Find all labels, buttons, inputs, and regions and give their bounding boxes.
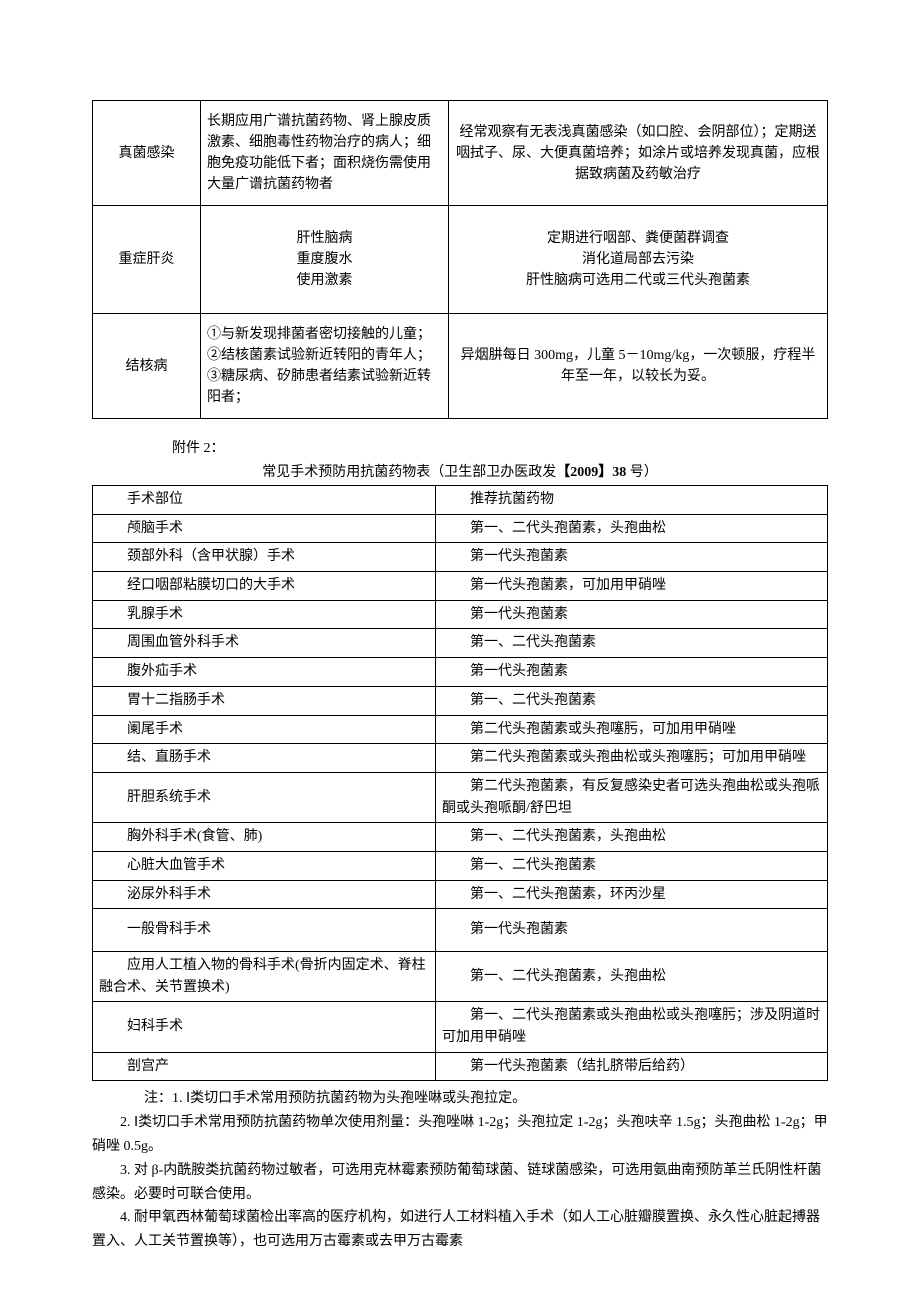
table-row: 剖宫产第一代头孢菌素（结扎脐带后给药） [93,1052,828,1081]
cell-site: 阑尾手术 [93,715,436,744]
table2-title-suffix: 号） [626,465,658,480]
cell-drug: 第一代头孢菌素 [436,909,828,952]
table-row: 结、直肠手术第二代头孢菌素或头孢曲松或头孢噻肟；可加用甲硝唑 [93,744,828,773]
table-row: 颅脑手术第一、二代头孢菌素，头孢曲松 [93,514,828,543]
cell-indication: ①与新发现排菌者密切接触的儿童；②结核菌素试验新近转阳的青年人；③糖尿病、矽肺患… [201,314,449,419]
table-row: 应用人工植入物的骨科手术(骨折内固定术、脊柱融合术、关节置换术)第一、二代头孢菌… [93,952,828,1002]
cell-indication: 长期应用广谱抗菌药物、肾上腺皮质激素、细胞毒性药物治疗的病人；细胞免疫功能低下者… [201,101,449,206]
cell-site: 妇科手术 [93,1002,436,1052]
cell-drug: 第二代头孢菌素或头孢噻肟，可加用甲硝唑 [436,715,828,744]
table-surgery-antibiotics: 手术部位 推荐抗菌药物 颅脑手术第一、二代头孢菌素，头孢曲松 颈部外科（含甲状腺… [92,485,828,1081]
cell-site: 结、直肠手术 [93,744,436,773]
cell-site: 心脏大血管手术 [93,851,436,880]
cell-drug: 第二代头孢菌素，有反复感染史者可选头孢曲松或头孢哌酮或头孢哌酮/舒巴坦 [436,772,828,822]
table-row: 结核病 ①与新发现排菌者密切接触的儿童；②结核菌素试验新近转阳的青年人；③糖尿病… [93,314,828,419]
table-row: 心脏大血管手术第一、二代头孢菌素 [93,851,828,880]
cell-drug: 第一、二代头孢菌素 [436,629,828,658]
table-row: 经口咽部粘膜切口的大手术第一代头孢菌素，可加用甲硝唑 [93,572,828,601]
cell-measure: 定期进行咽部、粪便菌群调查 消化道局部去污染 肝性脑病可选用二代或三代头孢菌素 [449,206,828,314]
attachment-label: 附件 2： [172,437,828,457]
table-row: 泌尿外科手术第一、二代头孢菌素，环丙沙星 [93,880,828,909]
cell-site: 颅脑手术 [93,514,436,543]
cell-site: 颈部外科（含甲状腺）手术 [93,543,436,572]
cell-disease: 真菌感染 [93,101,201,206]
cell-drug: 第一、二代头孢菌素或头孢曲松或头孢噻肟；涉及阴道时可加用甲硝唑 [436,1002,828,1052]
cell-site: 腹外疝手术 [93,658,436,687]
cell-site: 胸外科手术(食管、肺) [93,823,436,852]
cell-site: 周围血管外科手术 [93,629,436,658]
table-infection-prophylaxis: 真菌感染 长期应用广谱抗菌药物、肾上腺皮质激素、细胞毒性药物治疗的病人；细胞免疫… [92,100,828,419]
table-row: 重症肝炎 肝性脑病 重度腹水 使用激素 定期进行咽部、粪便菌群调查 消化道局部去… [93,206,828,314]
table2-title-bold: 【2009】38 [556,465,626,480]
table-row: 阑尾手术第二代头孢菌素或头孢噻肟，可加用甲硝唑 [93,715,828,744]
cell-drug: 第一、二代头孢菌素，环丙沙星 [436,880,828,909]
table-row: 腹外疝手术第一代头孢菌素 [93,658,828,687]
document-page: 真菌感染 长期应用广谱抗菌药物、肾上腺皮质激素、细胞毒性药物治疗的病人；细胞免疫… [0,0,920,1294]
table-row: 真菌感染 长期应用广谱抗菌药物、肾上腺皮质激素、细胞毒性药物治疗的病人；细胞免疫… [93,101,828,206]
cell-site: 剖宫产 [93,1052,436,1081]
cell-drug: 第一、二代头孢菌素 [436,851,828,880]
cell-drug: 第二代头孢菌素或头孢曲松或头孢噻肟；可加用甲硝唑 [436,744,828,773]
table-header-row: 手术部位 推荐抗菌药物 [93,486,828,515]
table2-title-prefix: 常见手术预防用抗菌药物表（卫生部卫办医政发 [262,465,556,480]
cell-indication: 肝性脑病 重度腹水 使用激素 [201,206,449,314]
table-row: 胃十二指肠手术第一、二代头孢菌素 [93,686,828,715]
cell-measure: 经常观察有无表浅真菌感染（如口腔、会阴部位）；定期送咽拭子、尿、大便真菌培养；如… [449,101,828,206]
cell-measure: 异烟肼每日 300mg，儿童 5－10mg/kg，一次顿服，疗程半年至一年，以较… [449,314,828,419]
cell-site: 应用人工植入物的骨科手术(骨折内固定术、脊柱融合术、关节置换术) [93,952,436,1002]
cell-drug: 第一代头孢菌素（结扎脐带后给药） [436,1052,828,1081]
note-line: 2. Ⅰ类切口手术常用预防抗菌药物单次使用剂量：头孢唑啉 1-2g；头孢拉定 1… [92,1111,828,1159]
note-line: 3. 对 β-内酰胺类抗菌药物过敏者，可选用克林霉素预防葡萄球菌、链球菌感染，可… [92,1159,828,1207]
table-row: 肝胆系统手术第二代头孢菌素，有反复感染史者可选头孢曲松或头孢哌酮或头孢哌酮/舒巴… [93,772,828,822]
cell-drug: 第一、二代头孢菌素，头孢曲松 [436,514,828,543]
cell-site: 一般骨科手术 [93,909,436,952]
note-line: 4. 耐甲氧西林葡萄球菌检出率高的医疗机构，如进行人工材料植入手术（如人工心脏瓣… [92,1206,828,1254]
cell-drug: 第一代头孢菌素，可加用甲硝唑 [436,572,828,601]
cell-disease: 重症肝炎 [93,206,201,314]
cell-site: 胃十二指肠手术 [93,686,436,715]
note-line: 注：1. Ⅰ类切口手术常用预防抗菌药物为头孢唑啉或头孢拉定。 [92,1087,828,1111]
column-header-drug: 推荐抗菌药物 [436,486,828,515]
cell-drug: 第一代头孢菌素 [436,658,828,687]
table-row: 乳腺手术第一代头孢菌素 [93,600,828,629]
cell-drug: 第一、二代头孢菌素 [436,686,828,715]
table2-title: 常见手术预防用抗菌药物表（卫生部卫办医政发【2009】38 号） [92,461,828,481]
cell-site: 乳腺手术 [93,600,436,629]
cell-drug: 第一代头孢菌素 [436,600,828,629]
column-header-site: 手术部位 [93,486,436,515]
cell-site: 经口咽部粘膜切口的大手术 [93,572,436,601]
table-row: 周围血管外科手术第一、二代头孢菌素 [93,629,828,658]
cell-drug: 第一、二代头孢菌素，头孢曲松 [436,823,828,852]
cell-drug: 第一、二代头孢菌素，头孢曲松 [436,952,828,1002]
table-row: 妇科手术第一、二代头孢菌素或头孢曲松或头孢噻肟；涉及阴道时可加用甲硝唑 [93,1002,828,1052]
cell-drug: 第一代头孢菌素 [436,543,828,572]
table-row: 胸外科手术(食管、肺)第一、二代头孢菌素，头孢曲松 [93,823,828,852]
table-notes: 注：1. Ⅰ类切口手术常用预防抗菌药物为头孢唑啉或头孢拉定。 2. Ⅰ类切口手术… [92,1087,828,1254]
cell-site: 泌尿外科手术 [93,880,436,909]
cell-site: 肝胆系统手术 [93,772,436,822]
table-row: 一般骨科手术第一代头孢菌素 [93,909,828,952]
table-row: 颈部外科（含甲状腺）手术第一代头孢菌素 [93,543,828,572]
cell-disease: 结核病 [93,314,201,419]
